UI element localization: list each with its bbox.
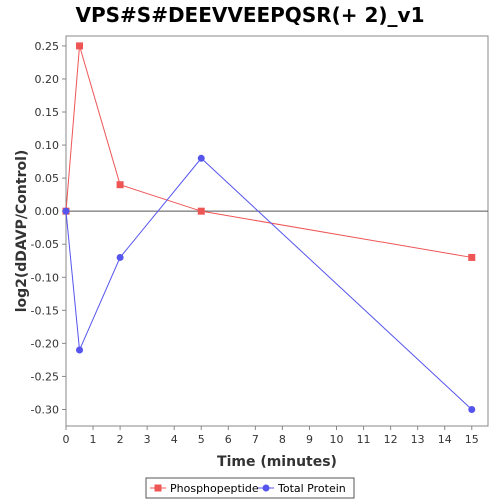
total-protein-point — [62, 207, 70, 215]
x-tick-label: 8 — [279, 433, 286, 446]
y-tick-label: 0.20 — [35, 73, 60, 86]
phosphopeptide-legend-label: Phosphopeptide — [170, 482, 259, 495]
phosphopeptide-point — [468, 253, 476, 261]
plot-area — [65, 35, 489, 427]
x-tick-label: 0 — [63, 433, 70, 446]
x-tick-label: 6 — [225, 433, 232, 446]
x-tick-label: 12 — [384, 433, 398, 446]
y-tick-label: -0.15 — [31, 304, 59, 317]
y-tick-label: 0.05 — [35, 172, 60, 185]
x-tick-label: 3 — [144, 433, 151, 446]
x-tick-label: 10 — [330, 433, 344, 446]
total-protein-legend-label: Total Protein — [277, 482, 346, 495]
phosphopeptide-point — [197, 207, 205, 215]
x-tick-label: 5 — [198, 433, 205, 446]
x-axis-ticks: 0 1 2 3 4 5 6 7 8 9 10 11 12 13 14 15 — [63, 426, 479, 446]
y-tick-label: 0.10 — [35, 139, 60, 152]
x-tick-label: 15 — [465, 433, 479, 446]
total-protein-legend-marker — [262, 484, 270, 492]
y-tick-label: -0.20 — [31, 337, 59, 350]
x-tick-label: 7 — [252, 433, 259, 446]
total-protein-point — [197, 154, 205, 162]
phosphopeptide-point — [116, 181, 124, 189]
x-tick-label: 14 — [438, 433, 452, 446]
phosphopeptide-point — [76, 42, 84, 50]
y-axis-label: log2(dDAVP/Control) — [14, 150, 30, 313]
chart-title: VPS#S#DEEVVEEPQSR(+ 2)_v1 — [75, 3, 424, 27]
y-tick-label: -0.25 — [31, 370, 59, 383]
series-layer — [62, 42, 476, 413]
y-tick-label: -0.05 — [31, 238, 59, 251]
y-tick-label: -0.30 — [31, 403, 59, 416]
legend-items: Phosphopeptide Total Protein — [150, 482, 346, 495]
y-tick-label: -0.10 — [31, 271, 59, 284]
x-tick-label: 2 — [117, 433, 124, 446]
total-protein-point — [76, 346, 84, 354]
y-tick-label: 0.00 — [35, 205, 60, 218]
y-axis-ticks: -0.30 -0.25 -0.20 -0.15 -0.10 -0.05 0.00 0.05 0.… — [31, 40, 66, 416]
legend — [145, 477, 355, 499]
phosphopeptide-legend-marker — [154, 484, 162, 492]
x-tick-label: 13 — [411, 433, 425, 446]
y-tick-label: 0.25 — [35, 40, 60, 53]
x-tick-label: 11 — [357, 433, 371, 446]
x-tick-label: 4 — [171, 433, 178, 446]
total-protein-point — [468, 405, 476, 413]
y-tick-label: 0.15 — [35, 106, 60, 119]
x-axis-label: Time (minutes) — [217, 454, 337, 470]
x-tick-label: 9 — [306, 433, 313, 446]
total-protein-point — [116, 253, 124, 261]
x-tick-label: 1 — [90, 433, 97, 446]
